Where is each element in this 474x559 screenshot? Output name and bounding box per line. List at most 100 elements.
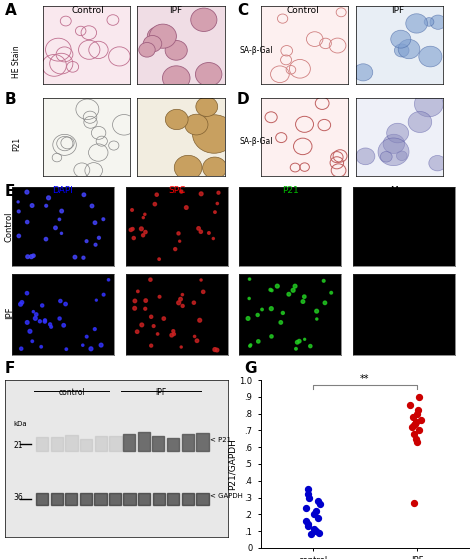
Point bbox=[134, 287, 142, 296]
Circle shape bbox=[419, 46, 442, 67]
Point bbox=[92, 240, 100, 249]
Bar bbox=[80, 439, 92, 451]
Point bbox=[155, 255, 163, 264]
Bar bbox=[51, 437, 63, 451]
Point bbox=[304, 485, 312, 494]
Bar bbox=[196, 493, 209, 505]
Text: IPF: IPF bbox=[169, 6, 182, 15]
Text: B: B bbox=[5, 92, 17, 107]
Point bbox=[304, 490, 312, 499]
Point bbox=[154, 329, 162, 338]
Point bbox=[302, 503, 310, 512]
Point bbox=[42, 201, 50, 210]
Text: < GAPDH: < GAPDH bbox=[210, 493, 243, 499]
Point bbox=[147, 341, 155, 350]
Point bbox=[88, 201, 96, 210]
Point bbox=[91, 218, 99, 227]
Point bbox=[83, 236, 91, 245]
Point bbox=[87, 344, 95, 353]
Point bbox=[304, 520, 311, 529]
Point bbox=[26, 327, 34, 336]
Point bbox=[301, 292, 308, 301]
Circle shape bbox=[408, 111, 432, 132]
Point bbox=[310, 510, 318, 519]
Text: Merge: Merge bbox=[390, 186, 418, 195]
Point bbox=[58, 207, 65, 216]
Bar bbox=[196, 433, 209, 451]
Point bbox=[172, 245, 179, 254]
Point bbox=[313, 307, 320, 316]
Point bbox=[295, 337, 303, 345]
Point bbox=[292, 344, 300, 353]
Text: SA-β-Gal: SA-β-Gal bbox=[239, 137, 273, 146]
Point bbox=[14, 197, 22, 206]
Point bbox=[210, 234, 217, 243]
Point bbox=[328, 288, 335, 297]
Point bbox=[150, 321, 157, 330]
Point bbox=[321, 299, 329, 307]
Point bbox=[246, 274, 253, 283]
Bar bbox=[36, 493, 48, 505]
Circle shape bbox=[191, 8, 217, 31]
Circle shape bbox=[192, 115, 236, 153]
Point bbox=[408, 423, 416, 432]
Text: E: E bbox=[5, 184, 15, 200]
Point bbox=[414, 438, 421, 447]
Point bbox=[289, 286, 297, 295]
Point bbox=[254, 310, 262, 319]
Point bbox=[320, 276, 328, 285]
Point bbox=[60, 321, 67, 330]
Point bbox=[195, 224, 202, 233]
Point bbox=[142, 296, 149, 305]
Point bbox=[138, 320, 146, 329]
Point bbox=[127, 225, 135, 234]
Circle shape bbox=[378, 138, 409, 165]
Point bbox=[175, 229, 182, 238]
Text: Control: Control bbox=[287, 6, 320, 15]
Point bbox=[273, 282, 281, 291]
Point bbox=[285, 290, 292, 299]
Point bbox=[52, 224, 59, 233]
Point bbox=[211, 207, 219, 216]
Point bbox=[190, 298, 198, 307]
Point bbox=[139, 213, 147, 222]
Point bbox=[151, 200, 159, 209]
Circle shape bbox=[163, 66, 190, 91]
Bar bbox=[167, 438, 179, 451]
Point bbox=[175, 299, 182, 307]
Point bbox=[128, 206, 136, 215]
Point bbox=[31, 314, 39, 323]
Circle shape bbox=[174, 155, 202, 180]
Circle shape bbox=[139, 42, 155, 57]
Point bbox=[415, 426, 422, 435]
Point bbox=[42, 235, 50, 244]
Text: **: ** bbox=[360, 375, 370, 385]
Circle shape bbox=[147, 27, 169, 46]
Point bbox=[293, 338, 301, 347]
Text: HE Stain: HE Stain bbox=[12, 46, 21, 78]
Bar bbox=[65, 493, 77, 505]
Point bbox=[137, 224, 145, 233]
Point bbox=[316, 528, 323, 537]
Circle shape bbox=[429, 155, 446, 171]
Circle shape bbox=[165, 110, 188, 130]
Point bbox=[133, 327, 141, 336]
Point bbox=[310, 525, 318, 534]
Point bbox=[307, 530, 315, 539]
Bar bbox=[95, 435, 107, 451]
Point bbox=[177, 343, 185, 352]
Point bbox=[279, 309, 287, 318]
Circle shape bbox=[196, 97, 218, 116]
Point bbox=[179, 290, 186, 299]
Circle shape bbox=[391, 30, 411, 48]
Point bbox=[147, 312, 155, 321]
Point bbox=[71, 253, 79, 262]
Text: control: control bbox=[58, 388, 85, 397]
Point bbox=[17, 300, 24, 309]
Point bbox=[23, 288, 31, 297]
Bar bbox=[80, 493, 92, 505]
Point bbox=[27, 252, 35, 261]
Bar bbox=[94, 493, 107, 505]
Point bbox=[415, 392, 422, 401]
Text: SPC: SPC bbox=[168, 186, 185, 195]
